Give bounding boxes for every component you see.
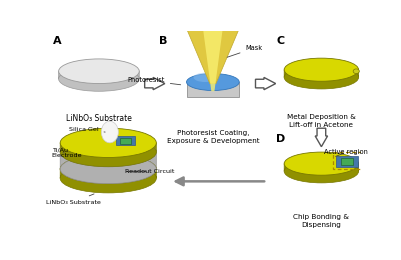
Ellipse shape [60, 154, 156, 184]
Ellipse shape [59, 59, 139, 83]
Polygon shape [284, 160, 358, 171]
Text: Photoresist: Photoresist [128, 77, 181, 85]
Ellipse shape [194, 73, 217, 82]
Ellipse shape [60, 138, 156, 167]
Text: D: D [276, 134, 286, 144]
Ellipse shape [183, 16, 242, 27]
Polygon shape [284, 66, 358, 77]
Ellipse shape [186, 74, 239, 90]
Ellipse shape [60, 164, 156, 193]
Text: B: B [159, 36, 167, 46]
Ellipse shape [59, 67, 139, 91]
Ellipse shape [353, 69, 359, 74]
Text: LiNbO₃ Substrate: LiNbO₃ Substrate [46, 194, 101, 205]
Polygon shape [315, 128, 328, 147]
Polygon shape [59, 67, 139, 79]
Text: Active region: Active region [324, 149, 369, 157]
Polygon shape [60, 138, 156, 152]
Text: A: A [53, 36, 61, 46]
Text: Chip Bonding &
Dispensing: Chip Bonding & Dispensing [294, 214, 349, 229]
FancyBboxPatch shape [341, 158, 353, 165]
Ellipse shape [60, 128, 156, 158]
Text: Photoresist Coating,
Exposure & Development: Photoresist Coating, Exposure & Developm… [166, 130, 259, 144]
Ellipse shape [284, 58, 358, 81]
Polygon shape [60, 164, 156, 178]
FancyBboxPatch shape [336, 156, 358, 167]
Text: LiNbO₃ Substrate: LiNbO₃ Substrate [66, 114, 132, 123]
Ellipse shape [101, 121, 118, 143]
Polygon shape [145, 77, 165, 90]
Polygon shape [202, 21, 224, 91]
Text: Ti/Au
Electrode: Ti/Au Electrode [52, 147, 82, 158]
Polygon shape [60, 152, 156, 169]
Text: Silica Gel: Silica Gel [69, 127, 105, 132]
Ellipse shape [284, 66, 358, 89]
Ellipse shape [284, 152, 358, 175]
FancyBboxPatch shape [116, 136, 135, 145]
Text: Readout Circuit: Readout Circuit [125, 169, 174, 174]
Ellipse shape [60, 138, 156, 167]
FancyBboxPatch shape [120, 138, 131, 144]
Ellipse shape [60, 154, 156, 184]
Polygon shape [255, 77, 275, 90]
Polygon shape [186, 82, 239, 98]
Text: Mask: Mask [227, 45, 263, 57]
Text: C: C [276, 36, 285, 46]
Polygon shape [183, 21, 242, 83]
Ellipse shape [284, 160, 358, 183]
Text: Metal Deposition &
Lift-off in Acetone: Metal Deposition & Lift-off in Acetone [287, 114, 356, 128]
